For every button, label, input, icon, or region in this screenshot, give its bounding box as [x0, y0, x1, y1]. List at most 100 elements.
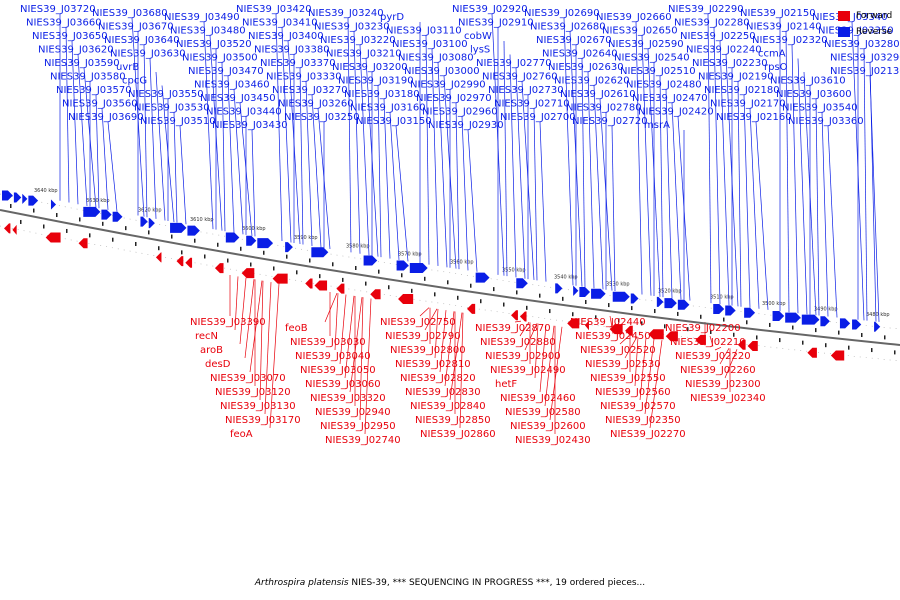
feature-mark [687, 327, 689, 332]
label-connector [227, 75, 235, 233]
forward-gene-label: NIES39_J02950 [320, 421, 396, 432]
label-connector [101, 108, 109, 210]
label-connector [455, 102, 460, 270]
forward-gene-label: NIES39_J02350 [605, 415, 681, 426]
forward-gene-label: NIES39_J02430 [515, 435, 591, 446]
label-connector [77, 54, 88, 207]
feature-mark [135, 241, 137, 246]
reverse-gene-arrow [839, 318, 851, 329]
label-connector [173, 112, 178, 223]
reverse-gene-label: NIES39_J02250 [680, 31, 756, 42]
feature-mark [319, 274, 321, 279]
label-connector [449, 312, 463, 401]
label-connector [107, 121, 118, 212]
reverse-gene-label: NIES39_J02920 [452, 4, 528, 15]
forward-gene-label: NIES39_J03130 [220, 401, 296, 412]
reverse-gene-arrow [246, 235, 257, 246]
reverse-gene-arrow [744, 307, 756, 318]
reverse-gene-arrow [573, 285, 579, 296]
label-connector [827, 125, 838, 318]
forward-gene-arrow [12, 224, 17, 235]
feature-mark [710, 329, 712, 334]
label-connector [503, 40, 508, 277]
reverse-gene-label: NIES39_J03100 [392, 39, 468, 50]
label-connector [234, 276, 239, 331]
feature-mark [723, 317, 725, 322]
forward-gene-label: NIES39_J02850 [415, 415, 491, 426]
label-connector [275, 13, 283, 241]
forward-gene-label: NIES39_J02570 [600, 401, 676, 412]
reverse-gene-arrow [656, 296, 664, 307]
feature-mark [20, 219, 22, 224]
label-connector [359, 44, 370, 256]
forward-gene-label: NIES39_J02810 [395, 359, 471, 370]
reverse-gene-label: NIES39_J02710 [494, 99, 570, 110]
label-connector [641, 35, 652, 296]
reverse-gene-label: NIES39_J03500 [182, 53, 258, 64]
feature-mark [171, 234, 173, 239]
forward-gene-label: desD [205, 359, 231, 370]
forward-gene-label: NIES39_J03050 [300, 365, 376, 376]
label-connector [239, 277, 247, 345]
label-connector [299, 67, 304, 245]
feature-mark [33, 208, 35, 213]
forward-gene-arrow [398, 293, 414, 304]
reverse-gene-label: NIES39_J02630 [548, 62, 624, 73]
reverse-gene-label: NIES39_J02540 [614, 53, 690, 64]
tick-label: 3500 kbp [762, 301, 786, 307]
reverse-gene-label: NIES39_J03200 [332, 62, 408, 73]
feature-mark [562, 296, 564, 301]
tick-label: 3590 kbp [294, 235, 318, 241]
label-connector [649, 340, 663, 429]
feature-mark [250, 262, 252, 267]
label-connector [593, 85, 604, 290]
legend-forward-label: Forward [856, 11, 893, 21]
label-connector [539, 121, 547, 282]
reverse-gene-label: NIES39_J02510 [620, 66, 696, 77]
forward-gene-label: recN [195, 331, 218, 342]
reverse-gene-arrow [801, 314, 820, 325]
reverse-swatch [838, 27, 850, 37]
feature-mark [585, 299, 587, 304]
label-connector [514, 320, 522, 323]
reverse-gene-label: NIES39_J03360 [788, 116, 864, 127]
label-connector [339, 294, 347, 365]
legend: Forward Reverse [838, 8, 892, 40]
label-connector [434, 308, 439, 359]
forward-gene-label: NIES39_J03120 [215, 387, 291, 398]
label-connector [821, 112, 829, 317]
reverse-gene-label: NIES39_J03180 [344, 89, 420, 100]
reverse-gene-label: NIES39_J03240 [308, 8, 384, 19]
figure-caption: Arthrospira platensis NIES-39, *** SEQUE… [0, 578, 900, 588]
reverse-gene-label: NIES39_J03580 [50, 72, 126, 83]
feature-mark [608, 303, 610, 308]
label-connector [65, 27, 70, 203]
feature-mark [79, 217, 81, 222]
forward-gene-arrow [305, 278, 313, 289]
label-connector [467, 129, 478, 272]
reverse-gene-label: NIES39_J02700 [500, 112, 576, 123]
forward-gene-label: NIES39_J02300 [685, 379, 761, 390]
label-connector [179, 125, 187, 225]
reverse-gene-label: NIES39_J03680 [92, 8, 168, 19]
label-connector [563, 17, 574, 286]
forward-gene-arrow [807, 347, 817, 358]
reverse-gene-label: NIES39_J03110 [386, 26, 462, 37]
feature-mark [641, 321, 643, 326]
gene-labels: NIES39_J03720NIES39_J03660NIES39_J03650N… [20, 4, 900, 446]
reverse-gene-label: NIES39_J02660 [596, 12, 672, 23]
forward-gene-label: NIES39_J03070 [210, 373, 286, 384]
reverse-gene-label: NIES39_J03380 [254, 45, 330, 56]
reverse-gene-arrow [83, 206, 101, 217]
reverse-gene-label: NIES39_J02470 [632, 93, 708, 104]
label-connector [334, 293, 339, 351]
reverse-gene-arrow [475, 272, 490, 283]
feature-mark [447, 280, 449, 285]
forward-gene-arrow [519, 311, 527, 322]
reverse-gene-label: NIES39_J02160 [716, 112, 792, 123]
reverse-gene-label: NIES39_J02230 [692, 58, 768, 69]
forward-gene-label: feoA [230, 429, 253, 440]
label-connector [791, 44, 799, 314]
reverse-gene-label: NIES39_J03690 [68, 112, 144, 123]
